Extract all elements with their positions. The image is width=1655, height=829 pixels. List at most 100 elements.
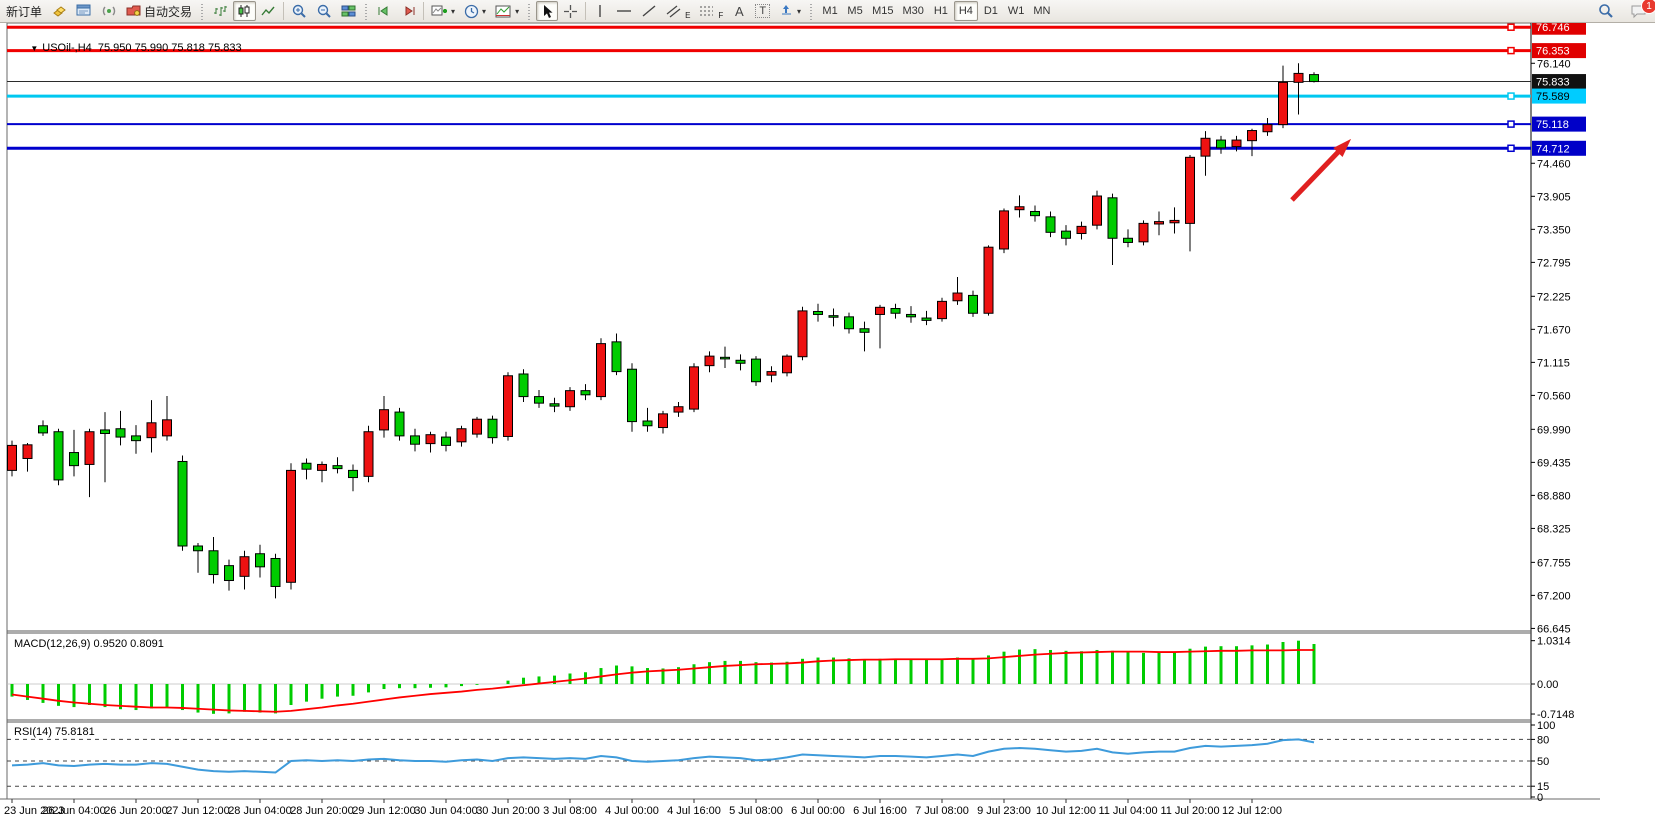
timeframe-mn-button[interactable]: MN xyxy=(1033,5,1051,17)
channel-tool-suffix: E xyxy=(685,11,691,20)
timeframe-m15-button[interactable]: M15 xyxy=(872,5,894,17)
candle-body xyxy=(1293,72,1304,83)
main-toolbar: 新订单 xyxy=(0,0,1655,23)
timeframe-m5-button[interactable]: M5 xyxy=(847,5,863,17)
timeframe-h1-button[interactable]: H1 xyxy=(933,5,948,17)
candle-body xyxy=(425,434,436,445)
hline-handle[interactable] xyxy=(1507,46,1515,55)
hline-handle[interactable] xyxy=(1507,23,1515,31)
vertical-line-icon xyxy=(599,5,601,17)
notifications-button[interactable]: 1 xyxy=(1626,0,1655,21)
time-label: 29 Jun 12:00 xyxy=(352,805,416,817)
candle-body xyxy=(673,406,684,413)
candle-body xyxy=(766,371,777,376)
price-tick-label: 68.880 xyxy=(1537,490,1571,502)
notification-count-badge: 1 xyxy=(1641,0,1655,14)
horizontal-line-icon xyxy=(617,10,632,12)
timeframe-w1-button[interactable]: W1 xyxy=(1007,5,1025,17)
candle-body xyxy=(658,413,668,429)
price-tick-label: 73.350 xyxy=(1537,224,1571,236)
candle-body xyxy=(921,317,932,321)
crosshair-icon xyxy=(564,4,578,18)
symbol-dropdown-icon[interactable]: ▼ xyxy=(30,44,39,53)
bar-chart-button[interactable] xyxy=(209,1,232,21)
zoom-out-button[interactable] xyxy=(312,1,336,21)
periods-button[interactable]: ▾ xyxy=(460,1,490,21)
candlestick-chart-button[interactable] xyxy=(233,1,257,21)
market-watch-icon[interactable] xyxy=(47,1,71,21)
line-chart-button[interactable] xyxy=(257,1,280,21)
autotrading-button[interactable]: 自动交易 xyxy=(122,1,196,21)
tile-windows-button[interactable] xyxy=(337,1,360,21)
candle-body xyxy=(689,366,699,410)
rsi-tick-label: 0 xyxy=(1537,792,1543,804)
new-order-button[interactable]: 新订单 xyxy=(2,1,46,21)
vertical-line-tool-button[interactable] xyxy=(589,1,611,21)
arrow-shaft[interactable] xyxy=(1290,145,1345,202)
channel-tool-button[interactable]: E xyxy=(662,1,694,21)
new-chart-button[interactable]: ▾ xyxy=(427,1,459,21)
macd-tick-label: 1.0314 xyxy=(1537,636,1571,648)
price-tick-label: 73.905 xyxy=(1537,191,1571,203)
candle-body xyxy=(1200,137,1211,157)
candle-body xyxy=(1045,216,1056,233)
auto-scroll-icon xyxy=(378,6,388,16)
terminal-window-button[interactable] xyxy=(72,1,96,21)
hline-handle[interactable] xyxy=(1507,144,1515,153)
candle-body xyxy=(968,294,978,314)
toolbar-grip[interactable] xyxy=(363,2,371,20)
candle-body xyxy=(224,565,234,582)
candle-body xyxy=(875,306,885,315)
price-lines[interactable] xyxy=(7,23,1531,153)
annotation-arrow[interactable] xyxy=(1290,138,1352,202)
price-tick-label: 74.460 xyxy=(1537,158,1571,170)
chart-shift-button[interactable] xyxy=(397,1,420,21)
candle-body xyxy=(611,341,622,373)
price-tick-label: 67.200 xyxy=(1537,590,1571,602)
horizontal-line-tool-button[interactable] xyxy=(612,1,636,21)
tile-windows-icon xyxy=(341,5,356,17)
trendline-tool-button[interactable] xyxy=(637,1,661,21)
signal-service-button[interactable] xyxy=(97,1,121,21)
candle-body xyxy=(999,210,1009,250)
time-label: 27 Jun 12:00 xyxy=(166,805,230,817)
chart-frame xyxy=(0,23,1655,829)
time-label: 26 Jun 04:00 xyxy=(42,805,106,817)
zoom-in-button[interactable] xyxy=(287,1,311,21)
text-label-tool-button[interactable]: T xyxy=(751,1,774,21)
cursor-tool-button[interactable] xyxy=(536,1,559,21)
search-button[interactable] xyxy=(1594,1,1618,21)
hline-handle[interactable] xyxy=(1507,92,1515,100)
text-tool-button[interactable]: A xyxy=(728,1,750,21)
time-label: 6 Jul 00:00 xyxy=(791,805,845,817)
autotrading-label: 自动交易 xyxy=(144,4,193,19)
chart-canvas[interactable]: 76.140 74.460 73.905 73.350 72.795 72.225 71.6… xyxy=(0,23,1655,829)
timeframe-m30-button[interactable]: M30 xyxy=(902,5,924,17)
candle-body xyxy=(534,396,544,404)
toolbar-grip[interactable] xyxy=(199,2,207,20)
hline-handle[interactable] xyxy=(1507,120,1515,128)
chart-window[interactable]: 76.140 74.460 73.905 73.350 72.795 72.225 71.6… xyxy=(0,23,1655,829)
terminal-icon xyxy=(76,4,91,16)
timeframe-m1-button[interactable]: M1 xyxy=(822,5,838,17)
candle-body xyxy=(596,343,606,398)
price-badge xyxy=(1532,88,1586,104)
candle-body xyxy=(286,469,296,583)
candle-body xyxy=(394,411,405,437)
arrows-tool-button[interactable]: ▾ xyxy=(775,1,805,21)
timeframe-d1-button[interactable]: D1 xyxy=(983,5,998,17)
fibonacci-tool-button[interactable]: F xyxy=(695,1,727,21)
price-badge xyxy=(1532,74,1586,90)
candle-body xyxy=(828,315,839,318)
crosshair-tool-button[interactable] xyxy=(559,1,582,21)
search-icon xyxy=(1599,4,1613,18)
auto-scroll-button[interactable] xyxy=(373,1,396,21)
timeframe-h4-button[interactable]: H4 xyxy=(953,1,978,21)
toolbar-grip[interactable] xyxy=(808,2,816,20)
text-tool-glyph: A xyxy=(734,3,744,19)
indicators-button[interactable]: ▾ xyxy=(491,1,523,21)
toolbar-grip[interactable] xyxy=(526,2,534,20)
bar-chart-icon xyxy=(214,6,228,16)
arrow-head[interactable] xyxy=(1333,138,1352,158)
